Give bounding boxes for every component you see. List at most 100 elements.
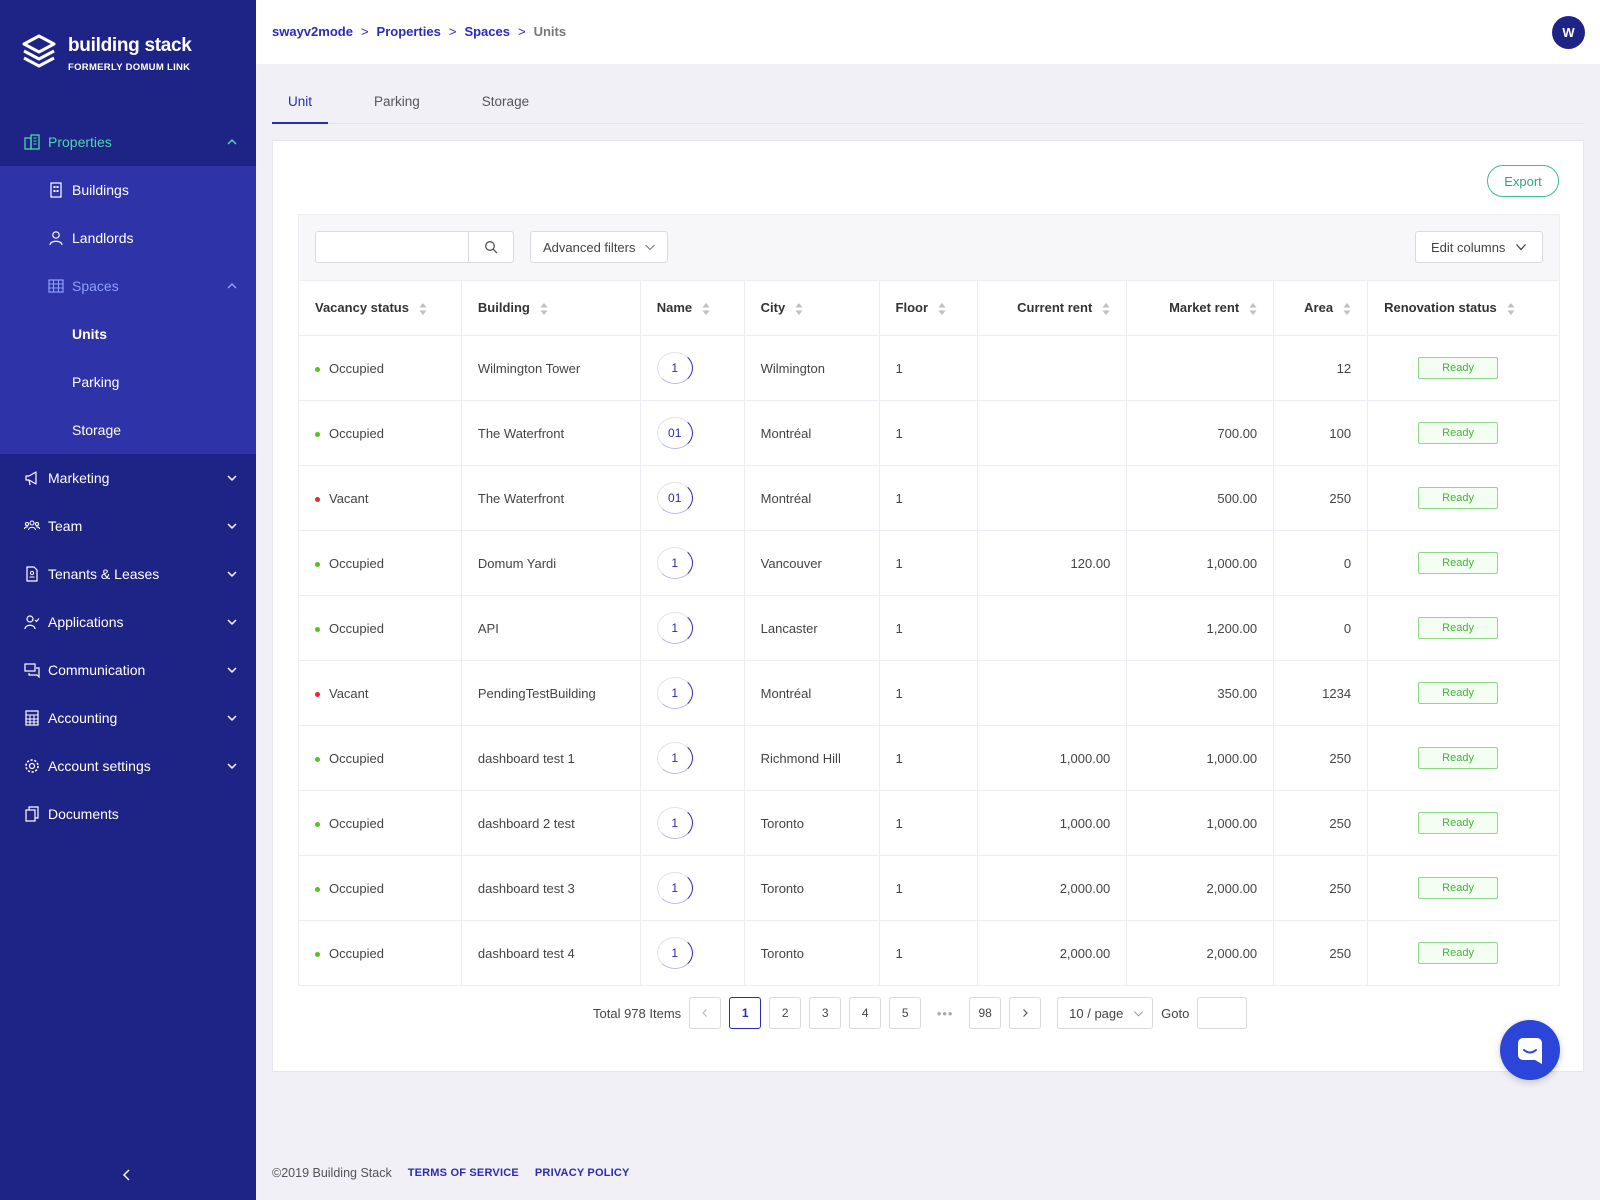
sidebar-item-landlords[interactable]: Landlords	[0, 214, 256, 262]
unit-name-badge[interactable]: 1	[656, 352, 693, 384]
avatar[interactable]: W	[1552, 16, 1585, 49]
cell-floor: 1	[878, 725, 979, 791]
sidebar-item-applications[interactable]: Applications	[0, 598, 256, 646]
breadcrumb-workspace[interactable]: swayv2mode	[272, 24, 353, 39]
pagination-page-4[interactable]: 4	[849, 997, 882, 1029]
edit-columns-dropdown[interactable]: Edit columns	[1415, 231, 1543, 263]
collapse-sidebar-icon[interactable]	[120, 1168, 134, 1182]
table-row[interactable]: Vacant The Waterfront 01 Montréal 1 500.00 250…	[298, 465, 1560, 531]
table-row[interactable]: Occupied Domum Yardi 1 Vancouver 1 120.00 1,00…	[298, 530, 1560, 596]
unit-name-badge[interactable]: 1	[656, 547, 693, 579]
unit-name-badge[interactable]: 1	[656, 807, 693, 839]
privacy-policy-link[interactable]: PRIVACY POLICY	[534, 1167, 630, 1179]
table-row[interactable]: Occupied dashboard test 4 1 Toronto 1 2,000.0…	[298, 920, 1560, 986]
column-header[interactable]: Renovation status	[1367, 280, 1560, 336]
pagination-page-2[interactable]: 2	[769, 997, 802, 1029]
brand-logo[interactable]: building stack FORMERLY DOMUM LINK	[22, 34, 192, 74]
breadcrumb-spaces[interactable]: Spaces	[464, 24, 510, 39]
column-header[interactable]: Building	[460, 280, 641, 336]
sidebar-item-marketing[interactable]: Marketing	[0, 454, 256, 502]
table-row[interactable]: Occupied dashboard test 1 1 Richmond Hill 1 1…	[298, 725, 1560, 791]
sidebar-item-units[interactable]: Units	[72, 326, 107, 342]
unit-name-badge[interactable]: 01	[656, 417, 693, 449]
search-button[interactable]	[469, 231, 514, 263]
cell-status: Vacant	[298, 660, 462, 726]
pagination-page-5[interactable]: 5	[889, 997, 922, 1029]
goto-page-input[interactable]	[1197, 997, 1248, 1029]
breadcrumb-current: Units	[533, 24, 567, 39]
sort-icon[interactable]	[1249, 302, 1257, 316]
sort-icon[interactable]	[1507, 302, 1515, 316]
sidebar-item-communication[interactable]: Communication	[0, 646, 256, 694]
column-header[interactable]: Area	[1273, 280, 1369, 336]
pagination-ellipsis[interactable]: •••	[936, 1005, 954, 1021]
status-dot	[315, 821, 320, 827]
column-header[interactable]: Vacancy status	[298, 280, 462, 336]
column-header[interactable]: Current rent	[977, 280, 1128, 336]
page-size-select[interactable]: 10 / page	[1057, 997, 1154, 1029]
chat-launcher-button[interactable]	[1500, 1020, 1560, 1080]
unit-name-badge[interactable]: 1	[656, 612, 693, 644]
sort-icon[interactable]	[702, 302, 710, 316]
tab-storage[interactable]: Storage	[481, 94, 530, 109]
pagination-page-last[interactable]: 98	[969, 997, 1002, 1029]
breadcrumb-properties[interactable]: Properties	[376, 24, 441, 39]
table-row[interactable]: Vacant PendingTestBuilding 1 Montréal 1 350.0…	[298, 660, 1560, 726]
table-header-row: Vacancy status Building Name City Floor Curre…	[298, 280, 1560, 336]
column-header[interactable]: Floor	[878, 280, 979, 336]
pagination-page-1[interactable]: 1	[729, 997, 762, 1029]
sort-icon[interactable]	[938, 302, 946, 316]
sidebar-item-properties[interactable]: Properties	[0, 118, 256, 166]
cell-area: 0	[1273, 595, 1369, 661]
sidebar-item-label: Communication	[48, 662, 146, 678]
sidebar-item-team[interactable]: Team	[0, 502, 256, 550]
unit-name-badge[interactable]: 1	[656, 937, 693, 969]
column-header[interactable]: Name	[639, 280, 745, 336]
tab-parking[interactable]: Parking	[374, 94, 420, 109]
cell-current-rent: 1,000.00	[977, 725, 1128, 791]
sort-icon[interactable]	[1343, 302, 1351, 316]
tab-unit[interactable]: Unit	[272, 90, 329, 124]
sidebar-item-parking[interactable]: Parking	[72, 374, 120, 390]
sort-icon[interactable]	[795, 302, 803, 316]
column-header[interactable]: City	[743, 280, 880, 336]
table-row[interactable]: Occupied The Waterfront 01 Montréal 1 700.00 1…	[298, 400, 1560, 466]
sort-icon[interactable]	[1102, 302, 1110, 316]
unit-name-badge[interactable]: 1	[656, 677, 693, 709]
sidebar-item-accounting[interactable]: Accounting	[0, 694, 256, 742]
space-tabs: Unit Parking Storage	[272, 90, 1584, 124]
sidebar-item-buildings[interactable]: Buildings	[0, 166, 256, 214]
pagination-prev-button[interactable]	[689, 997, 722, 1029]
chevron-down-icon	[227, 715, 237, 722]
cell-renovation: Ready	[1367, 725, 1560, 791]
chat-bubble-icon	[1518, 1038, 1542, 1064]
export-button[interactable]: Export	[1487, 165, 1559, 197]
table-row[interactable]: Occupied dashboard test 3 1 Toronto 1 2,000.0…	[298, 855, 1560, 921]
sort-icon[interactable]	[419, 302, 427, 316]
advanced-filters-dropdown[interactable]: Advanced filters	[530, 231, 668, 263]
pagination-next-button[interactable]	[1009, 997, 1042, 1029]
unit-name-badge[interactable]: 01	[656, 482, 693, 514]
search-input[interactable]	[315, 231, 469, 263]
sidebar-item-storage[interactable]: Storage	[72, 422, 122, 438]
table-row[interactable]: Occupied dashboard 2 test 1 Toronto 1 1,000.0…	[298, 790, 1560, 856]
status-dot	[315, 626, 320, 632]
sidebar-item-spaces[interactable]: Spaces	[0, 262, 256, 310]
pagination-page-3[interactable]: 3	[809, 997, 842, 1029]
sort-icon[interactable]	[540, 302, 548, 316]
chevron-up-icon	[227, 138, 237, 145]
vacancy-status-text: Occupied	[329, 620, 384, 636]
vacancy-status-text: Occupied	[329, 555, 384, 571]
column-header[interactable]: Market rent	[1126, 280, 1275, 336]
terms-of-service-link[interactable]: TERMS OF SERVICE	[407, 1167, 519, 1179]
sidebar-item-account-settings[interactable]: Account settings	[0, 742, 256, 790]
cell-current-rent	[977, 335, 1128, 401]
cell-city: Toronto	[743, 855, 880, 921]
unit-name-badge[interactable]: 1	[656, 872, 693, 904]
table-body: Occupied Wilmington Tower 1 Wilmington 1 12 Re…	[298, 335, 1560, 986]
table-row[interactable]: Occupied API 1 Lancaster 1 1,200.00 0 Ready	[298, 595, 1560, 661]
sidebar-item-tenants-leases[interactable]: Tenants & Leases	[0, 550, 256, 598]
table-row[interactable]: Occupied Wilmington Tower 1 Wilmington 1 12 Re…	[298, 335, 1560, 401]
sidebar-item-documents[interactable]: Documents	[0, 790, 256, 838]
unit-name-badge[interactable]: 1	[656, 742, 693, 774]
